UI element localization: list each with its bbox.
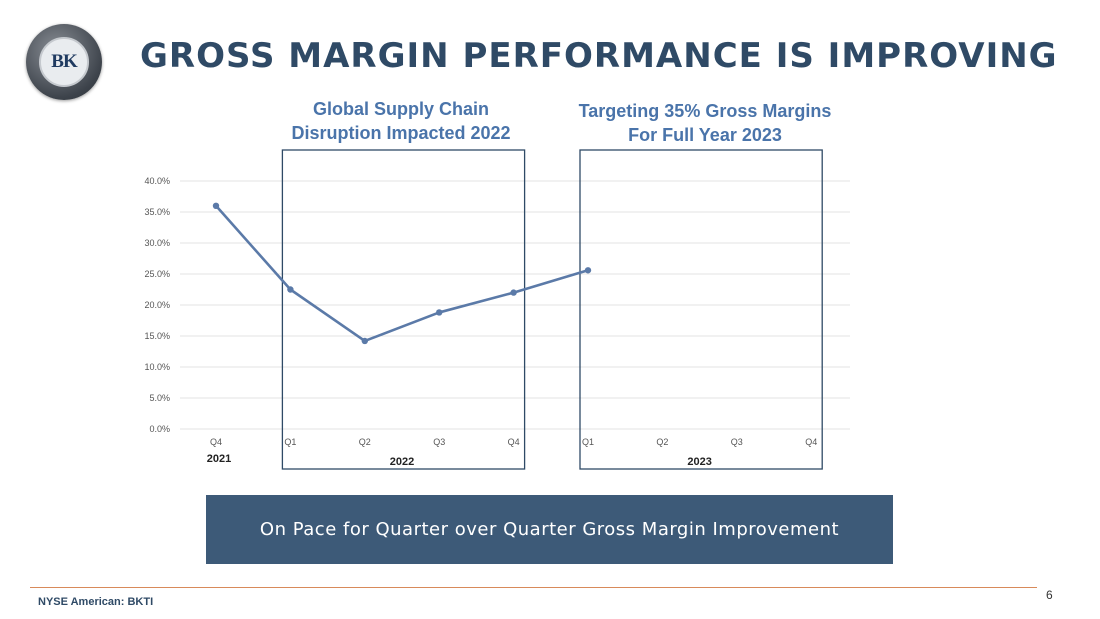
page-number: 6 bbox=[1046, 588, 1053, 602]
y-tick-label: 35.0% bbox=[144, 207, 170, 217]
summary-banner: On Pace for Quarter over Quarter Gross M… bbox=[206, 495, 893, 564]
page-title: GROSS MARGIN PERFORMANCE IS IMPROVING bbox=[140, 36, 1058, 76]
logo-badge: BK bbox=[39, 37, 89, 87]
footer-divider bbox=[30, 587, 1037, 588]
x-tick-label: Q1 bbox=[582, 437, 594, 447]
data-point bbox=[436, 309, 443, 316]
year-label: 2021 bbox=[207, 453, 231, 465]
box-2022 bbox=[281, 149, 526, 470]
year-label: 2023 bbox=[687, 456, 711, 468]
annotation-2023-target: Targeting 35% Gross Margins For Full Yea… bbox=[578, 101, 832, 145]
y-tick-label: 15.0% bbox=[144, 331, 170, 341]
logo-text: BK bbox=[51, 51, 77, 72]
data-point bbox=[212, 202, 220, 209]
x-tick-label: Q2 bbox=[359, 437, 371, 447]
banner-text: On Pace for Quarter over Quarter Gross M… bbox=[259, 519, 840, 540]
y-tick-label: 40.0% bbox=[144, 176, 170, 186]
y-tick-label: 0.0% bbox=[149, 424, 170, 434]
data-point bbox=[510, 289, 517, 296]
data-point bbox=[287, 286, 294, 293]
x-tick-label: Q4 bbox=[210, 437, 222, 447]
data-point bbox=[584, 267, 592, 274]
x-tick-label: Q4 bbox=[508, 437, 520, 447]
company-logo: BK bbox=[26, 24, 102, 100]
y-tick-label: 25.0% bbox=[144, 269, 170, 279]
data-point bbox=[361, 337, 368, 345]
x-tick-label: Q1 bbox=[284, 437, 296, 447]
box-2023 bbox=[579, 149, 823, 470]
y-tick-label: 20.0% bbox=[144, 300, 170, 310]
x-tick-label: Q3 bbox=[433, 437, 445, 447]
x-tick-label: Q4 bbox=[805, 437, 817, 447]
y-tick-label: 30.0% bbox=[144, 238, 170, 248]
x-tick-label: Q3 bbox=[731, 437, 743, 447]
y-tick-label: 10.0% bbox=[144, 362, 170, 372]
footer-ticker: NYSE American: BKTI bbox=[38, 596, 154, 608]
annotation-2022-note: Global Supply Chain Disruption Impacted … bbox=[291, 99, 511, 143]
series-line bbox=[215, 204, 589, 343]
year-label: 2022 bbox=[390, 456, 414, 468]
y-tick-label: 5.0% bbox=[149, 393, 170, 403]
x-tick-label: Q2 bbox=[656, 437, 668, 447]
